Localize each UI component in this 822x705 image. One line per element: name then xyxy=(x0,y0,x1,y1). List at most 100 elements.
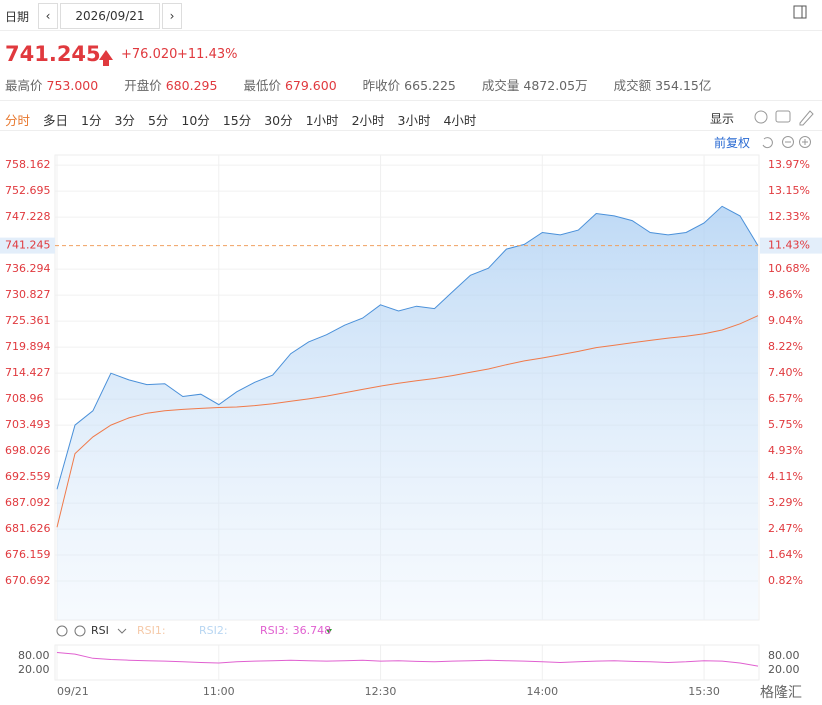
y2-tick-label: 12.33% xyxy=(768,210,810,223)
y-tick-label: 747.228 xyxy=(5,210,51,223)
zoom-out-icon[interactable] xyxy=(782,136,794,148)
panel-icon[interactable] xyxy=(793,5,807,19)
y2-tick-label: 7.40% xyxy=(768,366,803,379)
rsi-settings-icon[interactable] xyxy=(56,625,68,637)
period-tab[interactable]: 多日 xyxy=(43,113,69,128)
y2-tick-label: 10.68% xyxy=(768,262,810,275)
stat-label: 成交额 xyxy=(613,78,652,93)
y2-tick-label: 4.11% xyxy=(768,470,803,483)
x-tick-label: 15:30 xyxy=(688,685,720,698)
display-menu[interactable]: 显示 xyxy=(710,112,735,126)
rsi-y2-tick-label: 20.00 xyxy=(768,663,800,676)
y-tick-label: 725.361 xyxy=(5,314,51,327)
last-price: 741.245 xyxy=(5,42,101,66)
stat-value: 753.000 xyxy=(46,78,99,93)
period-tab[interactable]: 2小时 xyxy=(351,113,385,128)
next-date-button[interactable]: › xyxy=(162,3,182,29)
y-tick-label: 752.695 xyxy=(5,184,51,197)
y2-tick-label: 9.86% xyxy=(768,288,803,301)
date-picker[interactable]: 2026/09/21 xyxy=(60,3,160,29)
y2-tick-label: 9.04% xyxy=(768,314,803,327)
y2-tick-label: 1.64% xyxy=(768,548,803,561)
area-fill xyxy=(57,206,758,621)
x-tick-label: 09/21 xyxy=(57,685,89,698)
y2-tick-label: 13.97% xyxy=(768,158,810,171)
period-tab[interactable]: 3小时 xyxy=(397,113,431,128)
rsi-y-tick-label: 80.00 xyxy=(18,649,50,662)
settings-icon[interactable] xyxy=(754,110,768,124)
y-tick-label: 687.092 xyxy=(5,496,51,509)
up-arrow-icon xyxy=(99,50,113,66)
period-tab[interactable]: 15分 xyxy=(222,113,252,128)
rsi-indicator-name: RSI xyxy=(91,624,109,637)
price-change: +76.020 xyxy=(121,47,178,62)
camera-icon[interactable] xyxy=(775,110,791,123)
rsi-trend-icon xyxy=(326,629,332,634)
y-tick-label: 708.96 xyxy=(5,392,44,405)
period-tab[interactable]: 30分 xyxy=(264,113,293,128)
rsi-dropdown-icon[interactable] xyxy=(117,628,127,634)
stat-value: 4872.05万 xyxy=(523,78,588,93)
last-pct-label-bg xyxy=(760,237,822,254)
rsi-panel-border xyxy=(54,644,760,681)
y-tick-label: 758.162 xyxy=(5,158,51,171)
series-line xyxy=(56,315,759,528)
y-tick-label: 714.427 xyxy=(5,366,51,379)
stat-value: 679.600 xyxy=(284,78,337,93)
zoom-in-icon-line xyxy=(802,139,808,145)
x-tick-label: 14:00 xyxy=(526,685,558,698)
rsi-y-tick-label: 20.00 xyxy=(18,663,50,676)
y-tick-label: 692.559 xyxy=(5,470,51,483)
period-toolbar: 分时 多日 1分 3分 5分 10分 15分 30分 1小时 2小时 3小时 4小时 xyxy=(5,110,489,129)
y-tick-label: 736.294 xyxy=(5,262,51,275)
y-tick-label: 703.493 xyxy=(5,418,51,431)
rsi-y2-tick-label: 80.00 xyxy=(768,649,800,662)
stat-label: 最低价 xyxy=(243,78,281,93)
x-tick-label: 11:00 xyxy=(203,685,235,698)
period-tab[interactable]: 1分 xyxy=(81,113,102,128)
period-tab[interactable]: 1小时 xyxy=(305,113,339,128)
watermark: 格隆汇 xyxy=(760,682,802,702)
zoom-in-icon[interactable] xyxy=(799,136,811,148)
series-line xyxy=(56,652,759,667)
reset-icon[interactable] xyxy=(762,137,773,149)
rsi-legend-value: 36.748 xyxy=(293,624,332,637)
stat-label: 开盘价 xyxy=(124,78,162,93)
last-pct-label: 11.43% xyxy=(768,239,810,252)
stat-value: 665.225 xyxy=(404,78,456,93)
rsi-close-icon[interactable] xyxy=(74,625,86,637)
period-tab[interactable]: 4小时 xyxy=(443,113,477,128)
stat-value: 354.15亿 xyxy=(655,78,712,93)
stat-value: 680.295 xyxy=(165,78,218,93)
period-tab[interactable]: 10分 xyxy=(181,113,210,128)
period-tab[interactable]: 5分 xyxy=(147,113,169,128)
y2-tick-label: 13.15% xyxy=(768,184,810,197)
y2-tick-label: 0.82% xyxy=(768,574,803,587)
y2-tick-label: 2.47% xyxy=(768,522,803,535)
rsi-legend-inactive: RSI1: xyxy=(137,624,166,637)
x-tick-label: 12:30 xyxy=(365,685,397,698)
y-tick-label: 698.026 xyxy=(5,444,51,457)
y2-tick-label: 3.29% xyxy=(768,496,803,509)
y2-tick-label: 5.75% xyxy=(768,418,803,431)
prev-date-button[interactable]: ‹ xyxy=(38,3,58,29)
period-tab[interactable]: 3分 xyxy=(114,113,135,128)
rsi-legend-inactive: RSI2: xyxy=(199,624,228,637)
y-tick-label: 681.626 xyxy=(5,522,51,535)
edit-icon[interactable] xyxy=(799,110,814,126)
y2-tick-label: 6.57% xyxy=(768,392,803,405)
date-label: 日期 xyxy=(5,10,30,24)
period-tab[interactable]: 分时 xyxy=(5,113,31,128)
last-price-label: 741.245 xyxy=(5,239,51,252)
stats-row: 最高价 753.000 开盘价 680.295 最低价 679.600 昨收价 665.225… xyxy=(5,75,737,94)
last-price-label-bg xyxy=(0,237,55,254)
stat-label: 成交量 xyxy=(481,78,520,93)
price-change-pct: +11.43% xyxy=(177,47,238,62)
series-line xyxy=(56,205,759,490)
rsi-legend-name: RSI3: xyxy=(260,624,289,637)
y2-tick-label: 8.22% xyxy=(768,340,803,353)
stat-label: 最高价 xyxy=(5,78,43,93)
adjust-mode[interactable]: 前复权 xyxy=(714,136,751,150)
